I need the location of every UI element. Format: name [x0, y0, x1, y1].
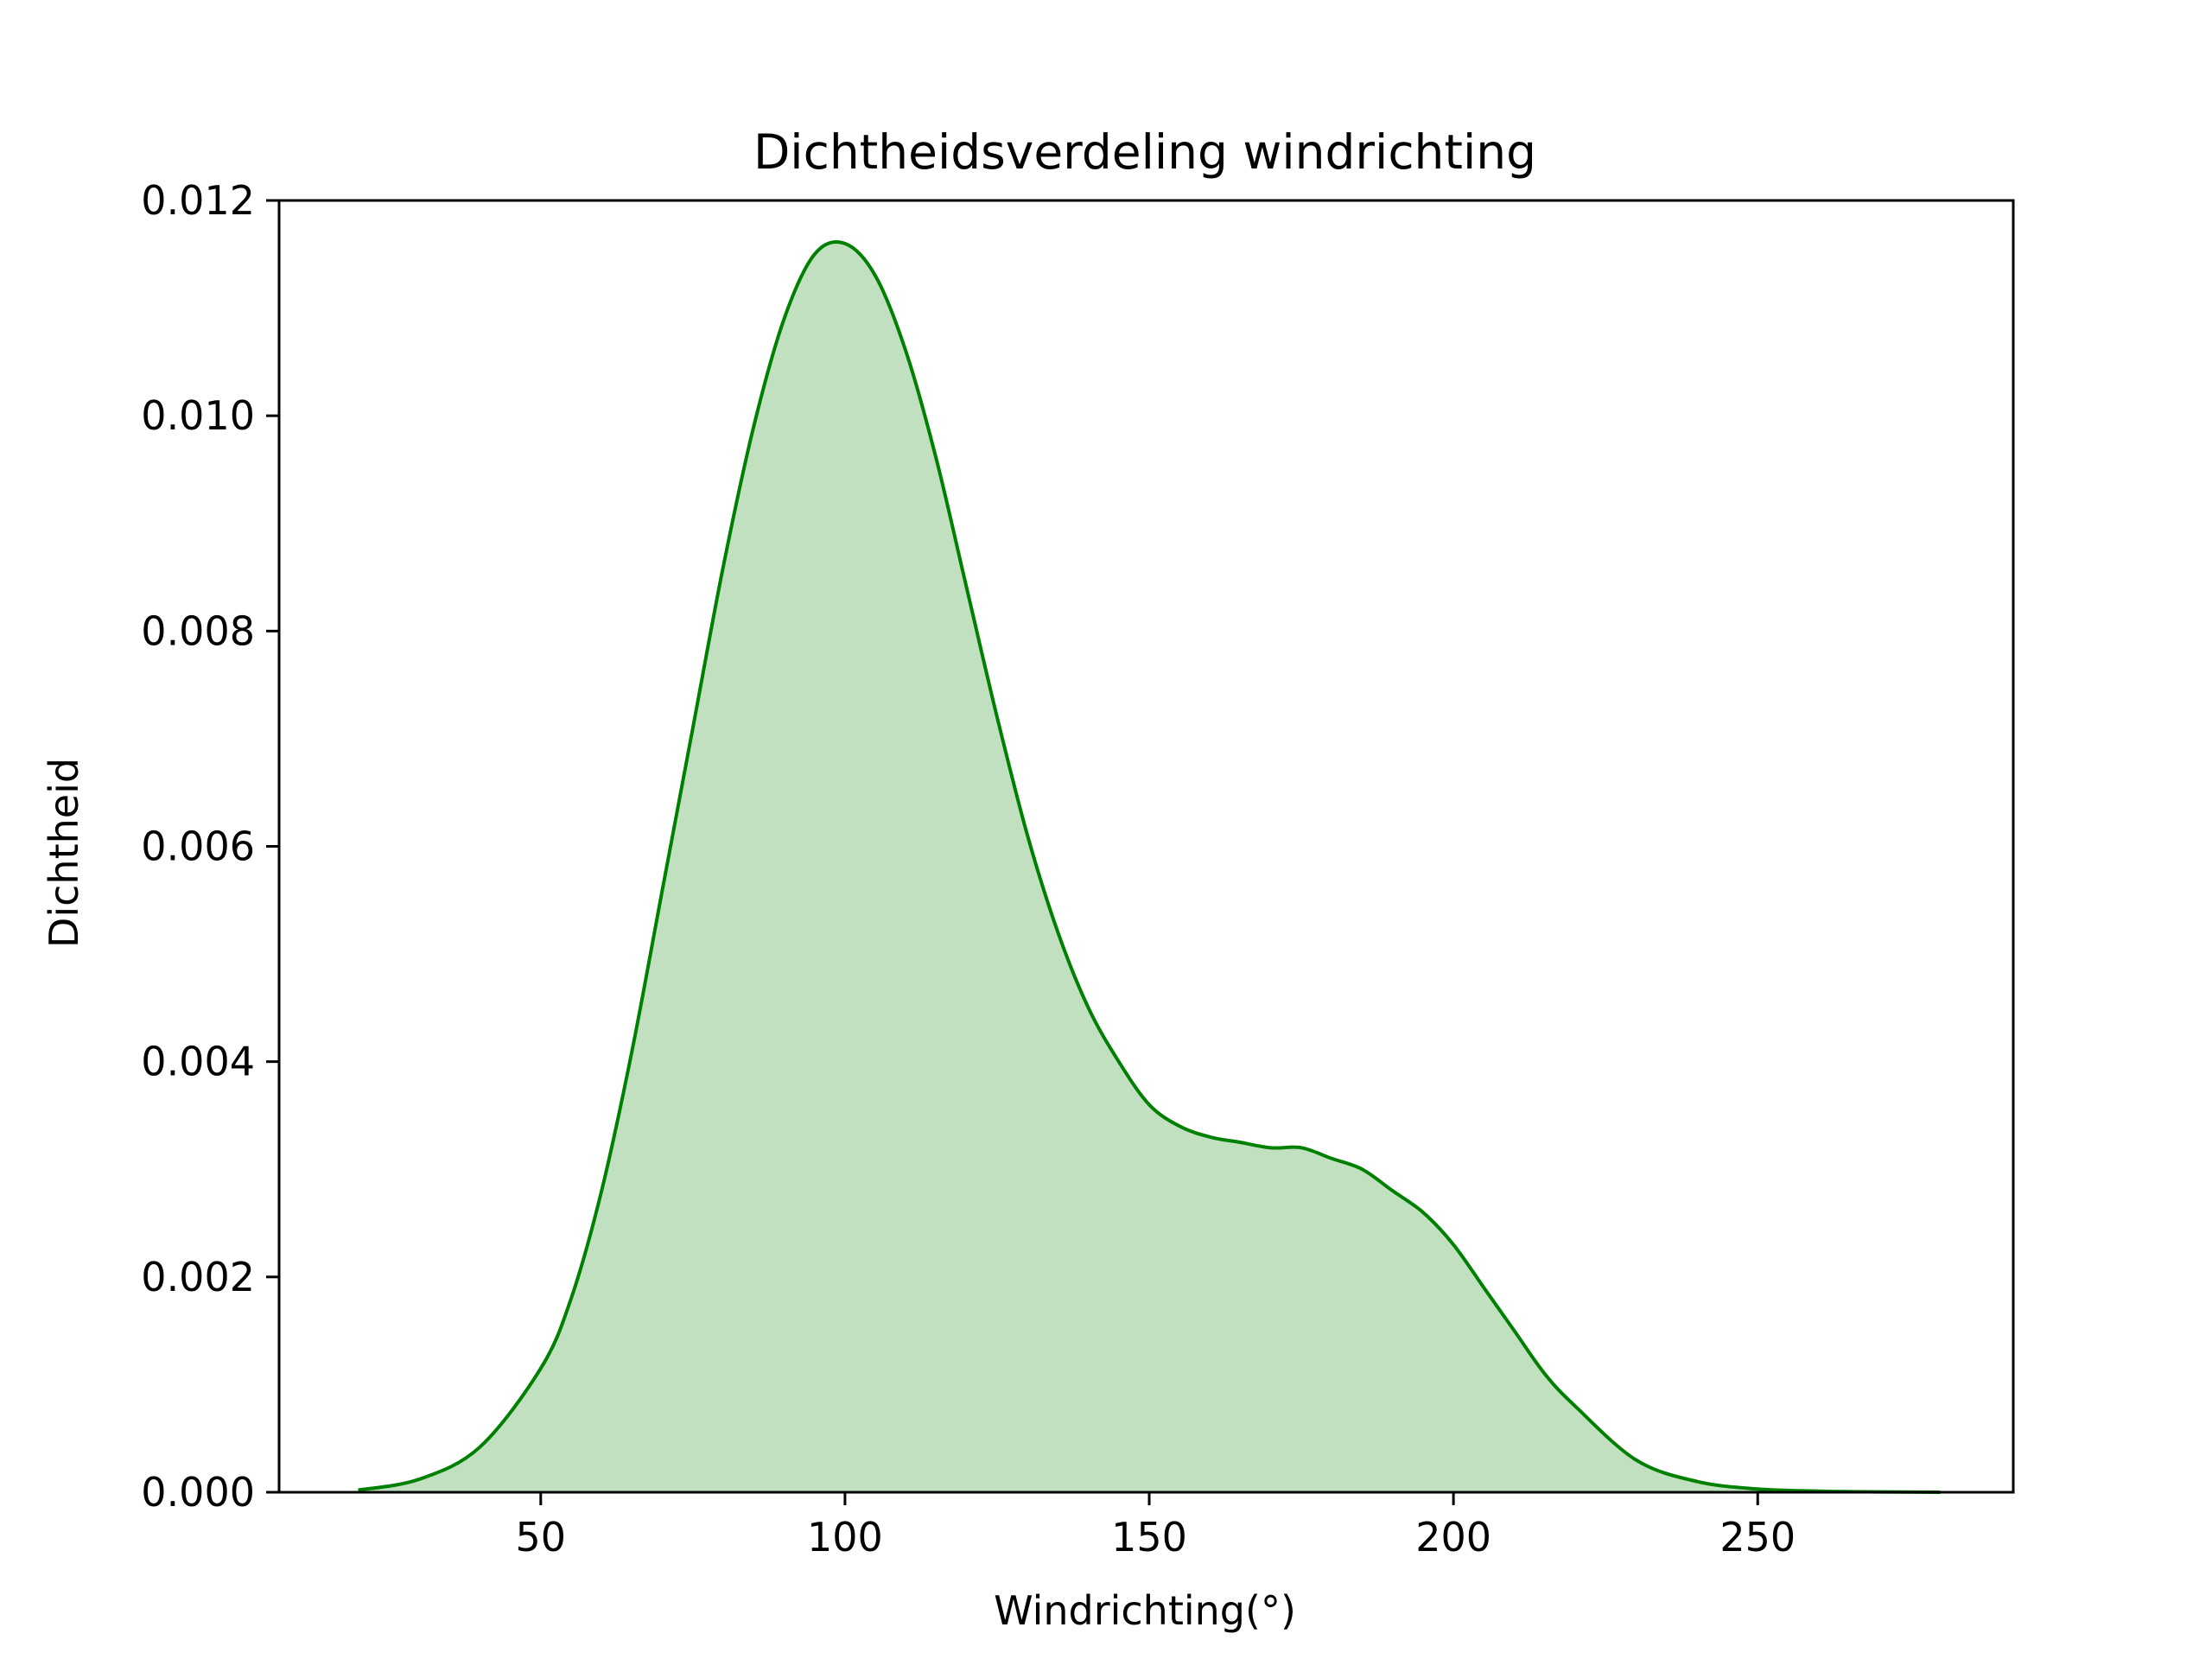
y-axis-label: Dichtheid	[41, 758, 87, 948]
x-tick-label: 150	[1111, 1514, 1187, 1560]
x-tick-label: 100	[807, 1514, 883, 1560]
x-tick-label: 250	[1719, 1514, 1796, 1560]
chart-title: Dichtheidsverdeling windrichting	[753, 124, 1536, 180]
y-tick-label: 0.010	[141, 392, 255, 439]
density-curve-line	[358, 239, 1941, 1494]
x-axis-label: Windrichting(°)	[994, 1587, 1296, 1634]
plot-area: 50 100 150 200 250 0.000 0.002 0.004 0.006 0.008 0…	[141, 177, 2015, 1560]
x-tick-label: 200	[1415, 1514, 1491, 1560]
y-tick-label: 0.012	[141, 177, 255, 224]
y-tick-label: 0.000	[141, 1469, 255, 1516]
y-tick-label: 0.006	[141, 823, 255, 870]
x-tick-label: 50	[516, 1514, 567, 1560]
density-area-fill	[358, 241, 1941, 1492]
y-tick-label: 0.002	[141, 1254, 255, 1300]
y-tick-label: 0.004	[141, 1039, 255, 1085]
y-tick-label: 0.008	[141, 607, 255, 654]
